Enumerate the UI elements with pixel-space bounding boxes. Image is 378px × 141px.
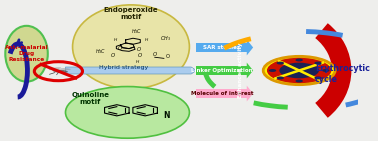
- Text: N: N: [163, 111, 170, 120]
- Text: $CH_3$: $CH_3$: [160, 34, 171, 43]
- FancyBboxPatch shape: [197, 89, 247, 98]
- Ellipse shape: [73, 5, 189, 89]
- Text: Endoperoxide
motif: Endoperoxide motif: [104, 7, 158, 20]
- Text: Enhanced activity: Enhanced activity: [238, 43, 243, 98]
- FancyBboxPatch shape: [197, 43, 247, 52]
- Text: $O$: $O$: [137, 50, 143, 59]
- Circle shape: [296, 59, 303, 61]
- Text: $H$: $H$: [144, 36, 150, 43]
- Text: $H$: $H$: [135, 58, 141, 65]
- Circle shape: [279, 63, 319, 78]
- Text: Anti-malarial
Drug
Resistance: Anti-malarial Drug Resistance: [5, 45, 48, 62]
- Polygon shape: [247, 63, 253, 78]
- Text: $O$: $O$: [152, 50, 158, 58]
- Circle shape: [277, 76, 284, 79]
- Text: Molecule of interest: Molecule of interest: [191, 91, 253, 96]
- Polygon shape: [247, 39, 253, 55]
- FancyBboxPatch shape: [197, 66, 247, 75]
- Polygon shape: [247, 86, 253, 102]
- Ellipse shape: [5, 26, 48, 82]
- Polygon shape: [65, 67, 197, 74]
- Text: O: O: [166, 54, 170, 59]
- Circle shape: [322, 69, 330, 72]
- Text: Hybrid strategy: Hybrid strategy: [99, 65, 149, 70]
- Text: $H$: $H$: [113, 36, 118, 43]
- Circle shape: [314, 62, 322, 65]
- Ellipse shape: [65, 87, 189, 138]
- Circle shape: [277, 62, 284, 65]
- Ellipse shape: [53, 70, 68, 73]
- Text: Linker Optimization: Linker Optimization: [191, 68, 253, 73]
- Circle shape: [263, 56, 335, 85]
- Text: Erythrocytic
cycle: Erythrocytic cycle: [315, 64, 370, 84]
- Circle shape: [267, 58, 332, 83]
- Text: $H_3C$: $H_3C$: [95, 47, 107, 56]
- Text: $H_3C$: $H_3C$: [131, 27, 143, 36]
- Ellipse shape: [49, 67, 61, 70]
- Text: $O$: $O$: [110, 50, 116, 59]
- Text: SAR studies: SAR studies: [203, 45, 240, 50]
- Circle shape: [296, 80, 303, 82]
- Text: Quinoline
motif: Quinoline motif: [71, 92, 109, 105]
- Ellipse shape: [60, 68, 71, 70]
- Circle shape: [269, 69, 276, 72]
- Circle shape: [314, 76, 322, 79]
- Text: $O$: $O$: [136, 45, 142, 53]
- Text: $O$: $O$: [118, 44, 123, 52]
